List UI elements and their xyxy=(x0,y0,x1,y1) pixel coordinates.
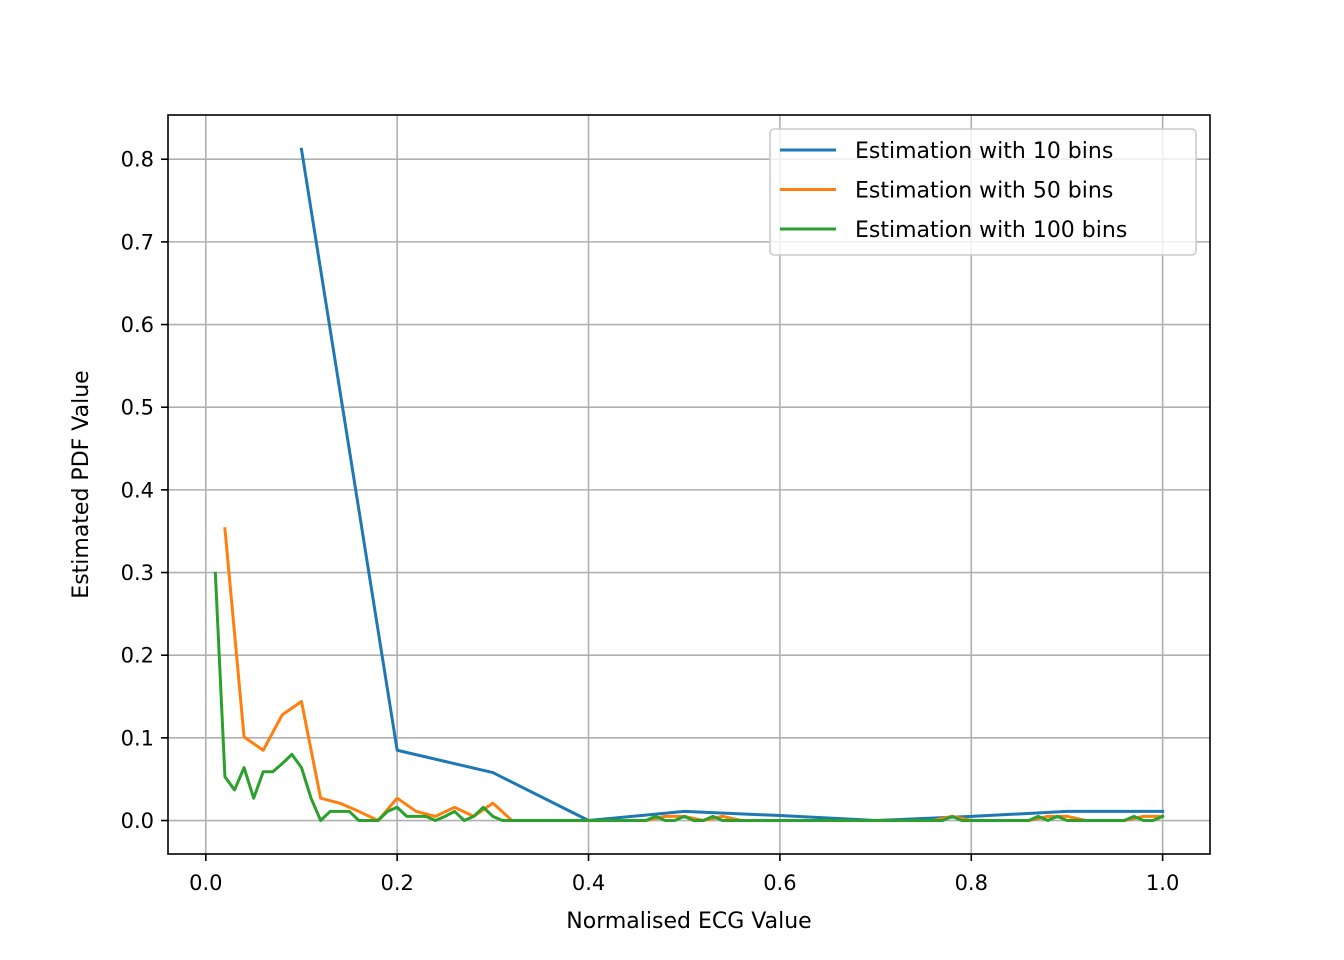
grid xyxy=(168,115,1210,854)
y-tick-label: 0.3 xyxy=(121,561,154,585)
y-tick-label: 0.2 xyxy=(121,644,154,668)
y-axis: 0.0 0.1 0.2 0.3 0.4 0.5 0.6 0.7 0.8 xyxy=(121,148,168,833)
y-tick-label: 0.8 xyxy=(121,148,154,172)
legend: Estimation with 10 bins Estimation with 5… xyxy=(769,128,1197,256)
y-tick-label: 0.4 xyxy=(121,478,154,502)
legend-entry-label: Estimation with 100 bins xyxy=(855,218,1127,243)
legend-box xyxy=(769,128,1197,256)
x-tick-label: 0.4 xyxy=(572,871,605,895)
x-tick-label: 0.2 xyxy=(380,871,413,895)
x-axis-label: Normalised ECG Value xyxy=(566,909,811,934)
legend-entry-label: Estimation with 10 bins xyxy=(855,139,1113,164)
x-axis: 0.0 0.2 0.4 0.6 0.8 1.0 xyxy=(189,854,1179,895)
series-line-1 xyxy=(299,147,1165,823)
x-tick-label: 0.6 xyxy=(763,871,796,895)
y-tick-label: 0.6 xyxy=(121,313,154,337)
y-tick-label: 0.0 xyxy=(121,809,154,833)
legend-entry-label: Estimation with 50 bins xyxy=(855,179,1113,204)
y-axis-label: Estimated PDF Value xyxy=(69,370,94,598)
y-tick-label: 0.7 xyxy=(121,230,154,254)
y-tick-label: 0.5 xyxy=(121,396,154,420)
plot-area-frame xyxy=(167,114,1211,855)
series-layer xyxy=(213,147,1165,823)
x-tick-label: 0.8 xyxy=(955,871,988,895)
series-line-3 xyxy=(213,571,1165,823)
y-tick-label: 0.1 xyxy=(121,726,154,750)
x-tick-label: 0.0 xyxy=(189,871,222,895)
x-tick-label: 1.0 xyxy=(1146,871,1179,895)
